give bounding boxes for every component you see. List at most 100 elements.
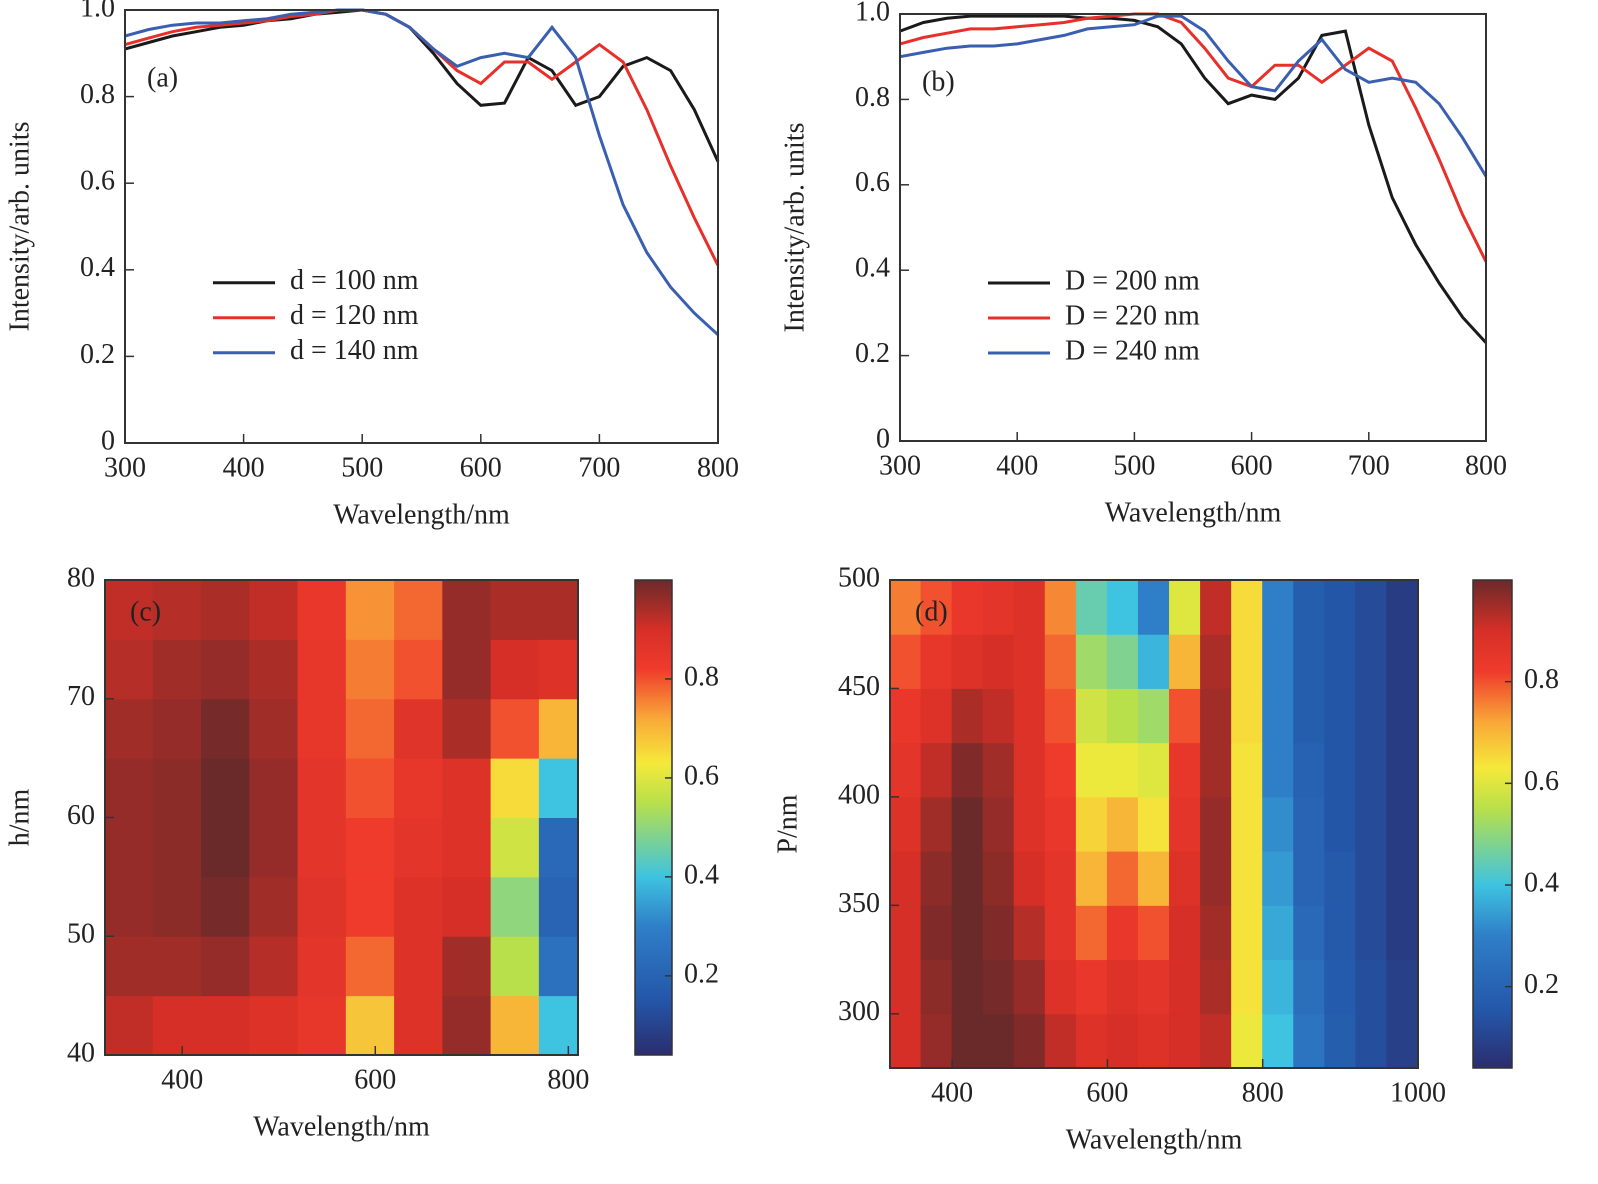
x-tick-label: 700 bbox=[1348, 450, 1390, 481]
heatmap-cell bbox=[1386, 742, 1418, 798]
heatmap-cell bbox=[1293, 796, 1326, 852]
heatmap-cell bbox=[951, 1013, 984, 1068]
legend-label: d = 120 nm bbox=[290, 300, 419, 331]
heatmap-cell bbox=[105, 935, 154, 997]
y-tick-label: 0.8 bbox=[855, 82, 890, 113]
colorbar-tick-label: 0.2 bbox=[684, 958, 719, 989]
heatmap-cell bbox=[951, 742, 984, 798]
heatmap-cell bbox=[490, 935, 540, 997]
x-tick-label: 1000 bbox=[1390, 1077, 1446, 1108]
heatmap-cell bbox=[201, 698, 251, 759]
heatmap-cell bbox=[345, 638, 396, 700]
heatmap-cell bbox=[1075, 580, 1108, 635]
heatmap-cell bbox=[1200, 633, 1233, 689]
heatmap-cell bbox=[982, 742, 1015, 798]
heatmap-cell bbox=[1262, 580, 1295, 635]
heatmap-cell bbox=[1293, 580, 1326, 635]
heatmap-cell bbox=[152, 698, 203, 759]
heatmap-cell bbox=[105, 876, 154, 937]
heatmap-cell bbox=[201, 876, 251, 937]
heatmap-cell bbox=[1386, 850, 1418, 906]
heatmap-cell bbox=[152, 638, 203, 700]
heatmap-cell bbox=[1262, 959, 1295, 1015]
panel-label: (d) bbox=[915, 596, 948, 627]
heatmap-cell bbox=[152, 580, 203, 640]
heatmap-cell bbox=[201, 817, 251, 878]
heatmap-cell bbox=[951, 904, 984, 961]
heatmap-cell bbox=[442, 698, 492, 759]
heatmap-cell bbox=[1013, 796, 1046, 852]
x-tick-label: 400 bbox=[996, 450, 1038, 481]
heatmap-cell bbox=[951, 796, 984, 852]
heatmap-cell bbox=[1386, 633, 1418, 689]
heatmap-cell bbox=[1013, 959, 1046, 1015]
colorbar bbox=[1472, 579, 1513, 1069]
y-tick-label: 0 bbox=[101, 425, 115, 456]
heatmap-cell bbox=[920, 1013, 953, 1068]
heatmap-cell bbox=[1013, 687, 1046, 744]
heatmap-cell bbox=[249, 580, 299, 640]
heatmap-cell bbox=[490, 876, 540, 937]
heatmap-cell bbox=[1293, 850, 1326, 906]
y-tick-label: 70 bbox=[67, 681, 95, 712]
heatmap-cell bbox=[1169, 959, 1202, 1015]
heatmap-cell bbox=[1106, 796, 1139, 852]
heatmap-cell bbox=[249, 698, 299, 759]
heatmap-cell bbox=[982, 633, 1015, 689]
heatmap-cell bbox=[1231, 904, 1264, 961]
heatmap-cell bbox=[442, 995, 492, 1055]
heatmap-cell bbox=[105, 757, 154, 818]
x-tick-label: 700 bbox=[578, 452, 620, 483]
x-axis-title: Wavelength/nm bbox=[253, 1111, 430, 1142]
heatmap-cell bbox=[1262, 796, 1295, 852]
heatmap-cell bbox=[1231, 687, 1264, 744]
panel-label: (c) bbox=[130, 596, 161, 627]
heatmap-cell bbox=[1075, 687, 1108, 744]
heatmap-cell bbox=[1324, 580, 1357, 635]
heatmap-cell bbox=[1231, 1013, 1264, 1068]
heatmap-cell bbox=[538, 876, 578, 937]
heatmap-cell bbox=[920, 687, 953, 744]
heatmap-cell bbox=[890, 904, 922, 961]
heatmap-cell bbox=[1137, 796, 1171, 852]
colorbar-tick-label: 0.2 bbox=[1524, 969, 1559, 1000]
heatmap-cell bbox=[1075, 959, 1108, 1015]
heatmap-cell bbox=[982, 796, 1015, 852]
x-tick-label: 400 bbox=[161, 1064, 203, 1095]
heatmap-cell bbox=[1169, 904, 1202, 961]
heatmap-cell bbox=[1013, 1013, 1046, 1068]
panel: (b) D = 200 nm D = 220 nm D = 240 nm 300 400 5… bbox=[779, 0, 1507, 528]
y-tick-label: 0.2 bbox=[80, 339, 115, 370]
heatmap-cell bbox=[1262, 687, 1295, 744]
heatmap-cell bbox=[1355, 742, 1388, 798]
series-line bbox=[124, 8, 720, 163]
heatmap-cell bbox=[490, 995, 540, 1055]
heatmap-cell bbox=[1386, 959, 1418, 1015]
heatmap-cell bbox=[1386, 580, 1418, 635]
heatmap-cell bbox=[1106, 633, 1139, 689]
heatmap-cell bbox=[1106, 742, 1139, 798]
plot-frame bbox=[104, 579, 579, 1056]
heatmap-cell bbox=[490, 580, 540, 640]
heatmap-cell bbox=[890, 633, 922, 689]
heatmap-cell bbox=[890, 580, 922, 635]
x-tick-label: 500 bbox=[1113, 450, 1155, 481]
heatmap-cell bbox=[920, 796, 953, 852]
heatmap-cell bbox=[1262, 742, 1295, 798]
heatmap-cell bbox=[1262, 850, 1295, 906]
heatmap-cell bbox=[201, 935, 251, 997]
heatmap-cell bbox=[982, 580, 1015, 635]
heatmap-cell bbox=[1137, 904, 1171, 961]
x-tick-label: 400 bbox=[223, 452, 265, 483]
heatmap-cell bbox=[1106, 959, 1139, 1015]
heatmap-cell bbox=[1106, 1013, 1139, 1068]
heatmap-cell bbox=[152, 817, 203, 878]
heatmap-cell bbox=[1262, 633, 1295, 689]
heatmap-cell bbox=[201, 995, 251, 1055]
heatmap-cell bbox=[1075, 1013, 1108, 1068]
heatmap-cell bbox=[982, 1013, 1015, 1068]
heatmap-cell bbox=[1355, 633, 1388, 689]
legend-label: d = 140 nm bbox=[290, 335, 419, 366]
heatmap-cell bbox=[394, 757, 444, 818]
heatmap-cell bbox=[1169, 1013, 1202, 1068]
